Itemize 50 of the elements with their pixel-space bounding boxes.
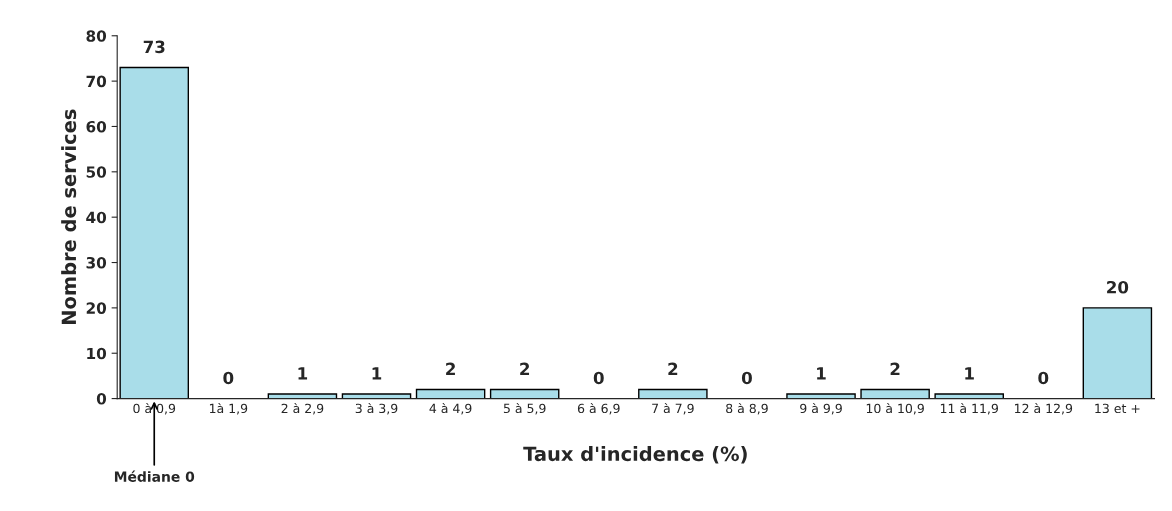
bar: [267, 393, 338, 399]
x-tick-label: 8 à 8,9: [726, 402, 768, 415]
data-label: 2: [668, 362, 678, 375]
x-tick-label: 12 à 12,9: [1014, 402, 1073, 415]
data-label: 1: [965, 367, 974, 380]
data-label: 0: [593, 371, 604, 385]
y-tick-label: 30: [86, 256, 107, 269]
x-axis-title: Taux d'incidence (%): [523, 446, 747, 464]
data-label: 73: [143, 40, 165, 54]
annotation: Médiane 0: [114, 470, 195, 482]
y-tick-label: 0: [96, 393, 107, 405]
data-label: 2: [520, 362, 530, 375]
bar: [860, 388, 930, 399]
y-tick-label: 20: [86, 302, 107, 314]
data-label: 2: [446, 362, 455, 375]
data-label: 1: [298, 367, 308, 380]
bar: [489, 388, 560, 399]
y-tick-label: 10: [87, 347, 107, 360]
x-tick-label: 6 à 6,9: [577, 402, 620, 415]
data-label: 1: [817, 367, 826, 380]
data-label: 0: [1038, 371, 1049, 385]
x-tick-label: 13 et +: [1095, 403, 1140, 414]
bar: [934, 393, 1004, 399]
y-tick-label: 80: [86, 30, 107, 42]
y-tick-label: 40: [86, 211, 107, 224]
x-tick-label: 2 à 2,9: [281, 402, 324, 415]
bar: [415, 388, 486, 399]
x-tick-label: 7 à 7,9: [652, 402, 694, 415]
x-tick-label: 9 à 9,9: [800, 402, 842, 415]
x-tick-label: 11 à 11,9: [940, 402, 998, 415]
bar: [341, 393, 412, 399]
bar: [119, 66, 190, 399]
bar: [638, 388, 708, 399]
data-label: 2: [890, 362, 900, 375]
x-tick-label: 0 à 0,9: [133, 402, 176, 415]
y-tick-label: 70: [86, 75, 107, 88]
y-tick-label: 60: [86, 120, 107, 133]
data-label: 1: [372, 367, 382, 380]
x-tick-label: 10 à 10,9: [866, 402, 924, 415]
data-label: 0: [223, 371, 234, 385]
y-tick-label: 50: [86, 166, 107, 178]
bar: [1082, 307, 1153, 399]
x-tick-label: 4 à 4,9: [429, 402, 472, 415]
x-tick-label: 5 à 5,9: [503, 402, 546, 415]
x-tick-label: 3 à 3,9: [355, 402, 398, 415]
data-label: 20: [1107, 280, 1129, 294]
y-axis-title: Nombre de services: [61, 109, 77, 324]
data-label: 0: [741, 371, 752, 385]
x-tick-label: 1à 1,9: [209, 402, 248, 415]
bar: [786, 393, 856, 399]
